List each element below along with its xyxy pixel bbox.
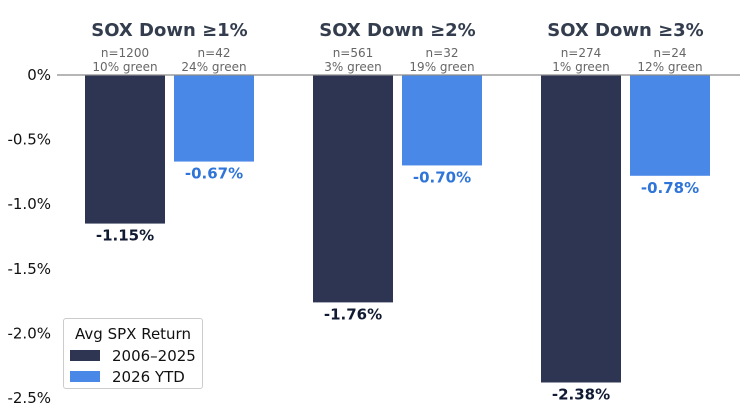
sample-size-note: n=32 [426, 46, 459, 60]
bar [313, 75, 393, 303]
sample-size-note: n=24 [654, 46, 687, 60]
green-share-note: 19% green [409, 60, 474, 74]
sample-size-note: n=561 [333, 46, 374, 60]
green-share-note: 10% green [92, 60, 157, 74]
data-label: -0.78% [641, 179, 699, 197]
group-title: SOX Down ≥3% [547, 20, 703, 41]
green-share-note: 12% green [637, 60, 702, 74]
sample-size-note: n=42 [198, 46, 231, 60]
legend-label: 2006–2025 [112, 346, 196, 365]
green-share-note: 1% green [552, 60, 610, 74]
bar [174, 75, 254, 162]
data-label: -0.67% [185, 165, 243, 183]
y-tick-label: -1.0% [7, 195, 51, 213]
legend-label: 2026 YTD [112, 367, 185, 386]
legend: Avg SPX Return 2006–2025 2026 YTD [63, 318, 203, 389]
green-share-note: 3% green [324, 60, 382, 74]
group-title: SOX Down ≥2% [319, 20, 475, 41]
legend-swatch [70, 350, 100, 361]
legend-item-2006-2025: 2006–2025 [64, 345, 202, 366]
data-label: -2.38% [552, 385, 610, 403]
y-tick-label: -2.0% [7, 324, 51, 342]
legend-item-2026-ytd: 2026 YTD [64, 366, 202, 387]
sample-size-note: n=1200 [101, 46, 149, 60]
legend-title: Avg SPX Return [75, 325, 191, 343]
bar [402, 75, 482, 166]
y-tick-label: -0.5% [7, 131, 51, 149]
bar [541, 75, 621, 383]
legend-swatch [70, 371, 100, 382]
sample-size-note: n=274 [561, 46, 602, 60]
data-label: -1.15% [96, 227, 154, 245]
y-tick-label: -2.5% [7, 389, 51, 407]
data-label: -1.76% [324, 305, 382, 323]
data-label: -0.70% [413, 168, 471, 186]
y-tick-label: -1.5% [7, 260, 51, 278]
y-tick-label: 0% [27, 66, 51, 84]
green-share-note: 24% green [181, 60, 246, 74]
bar [85, 75, 165, 224]
group-title: SOX Down ≥1% [91, 20, 247, 41]
bar [630, 75, 710, 176]
